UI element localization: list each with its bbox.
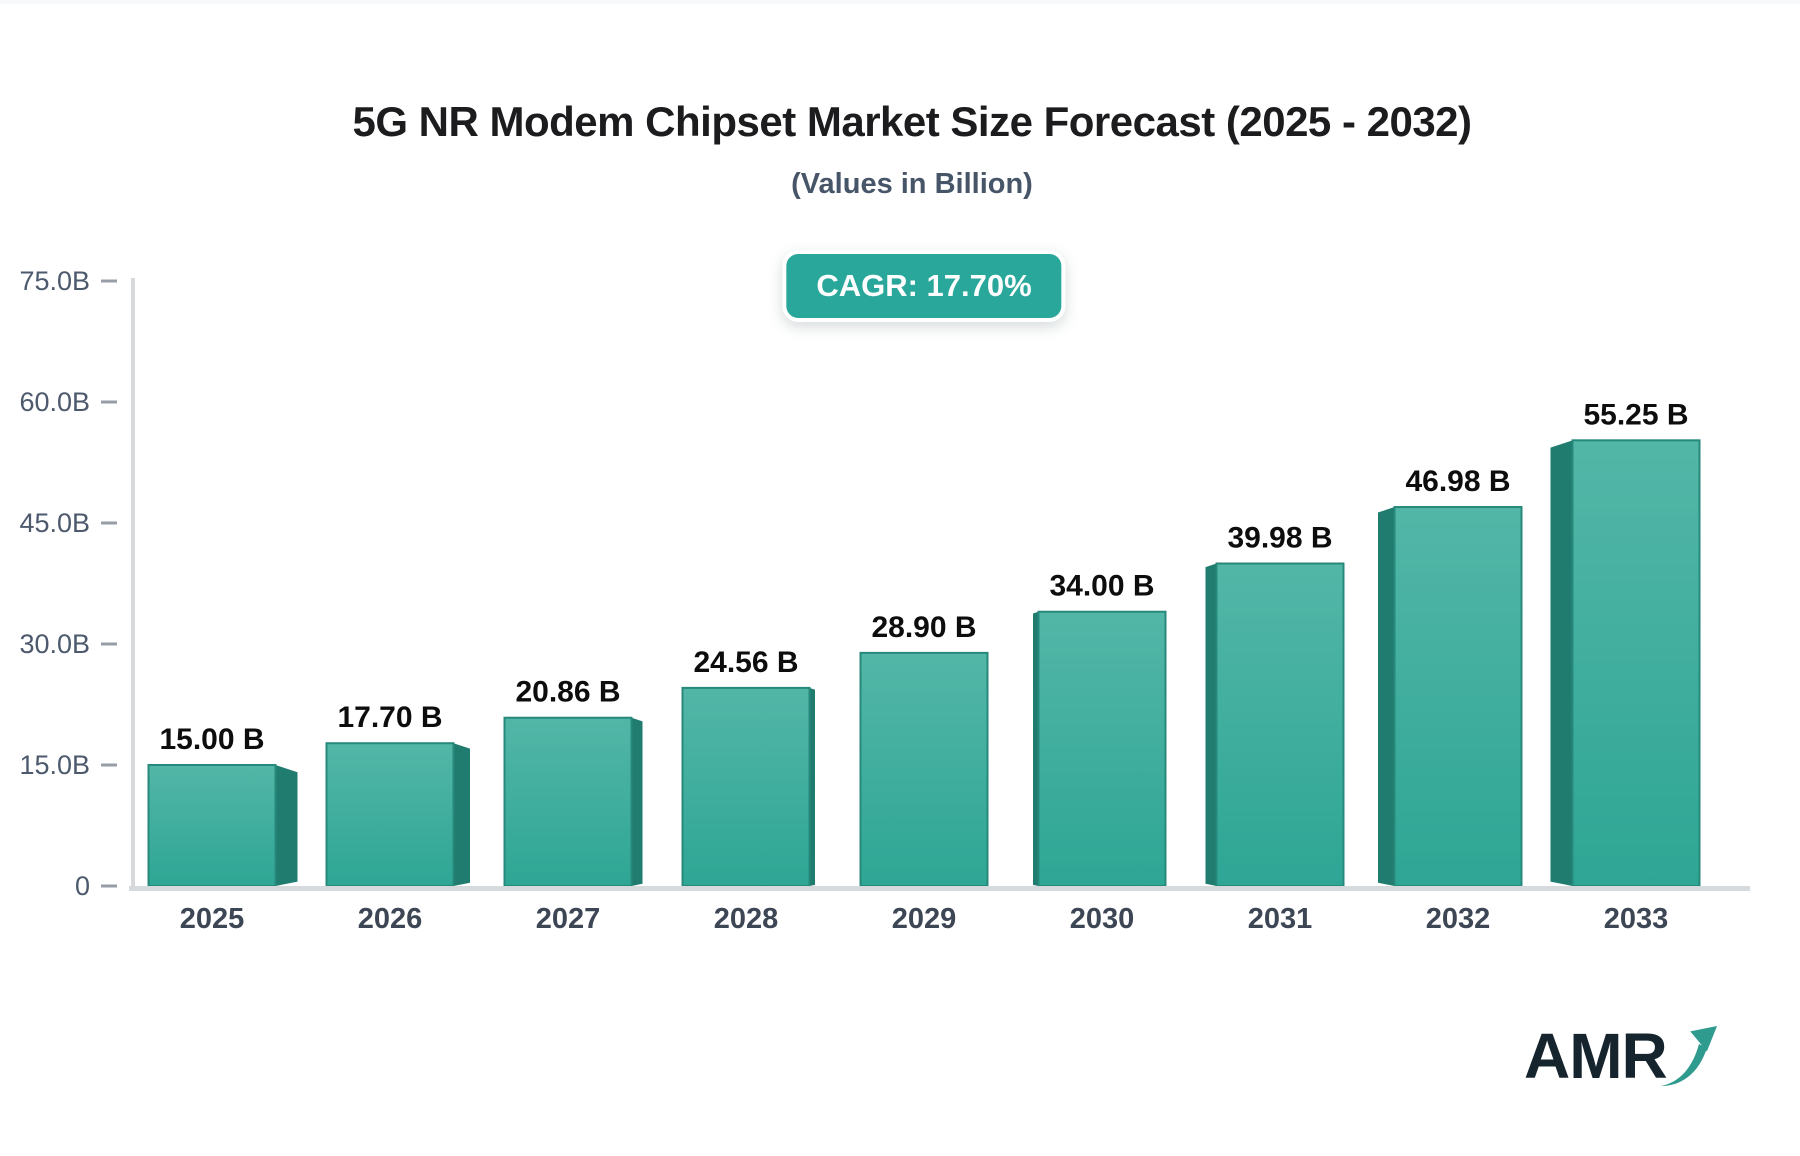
x-tick-label-2025: 2025 xyxy=(180,903,245,935)
amr-logo: AMR xyxy=(1524,1020,1721,1088)
value-label-2025: 15.00 B xyxy=(159,723,264,756)
y-tick-label: 75.0B xyxy=(19,266,90,296)
value-label-2032: 46.98 B xyxy=(1405,465,1510,498)
bar-2031 xyxy=(1215,562,1345,888)
value-label-2026: 17.70 B xyxy=(337,701,442,734)
x-tick-label-2033: 2033 xyxy=(1604,903,1669,935)
y-tick-label: 30.0B xyxy=(19,629,90,659)
x-tick-label-2032: 2032 xyxy=(1426,903,1491,935)
x-tick-label-2030: 2030 xyxy=(1070,903,1135,935)
y-tick-label: 0 xyxy=(75,871,90,901)
bar-2032 xyxy=(1393,506,1523,887)
value-label-2027: 20.86 B xyxy=(515,676,620,709)
value-label-2033: 55.25 B xyxy=(1583,398,1688,431)
bar-side-2026 xyxy=(453,743,470,886)
y-tick-label: 60.0B xyxy=(19,387,90,417)
page-subtitle: (Values in Billion) xyxy=(791,168,1033,200)
bar-2028 xyxy=(681,686,811,888)
bar-2027 xyxy=(503,716,633,887)
bar-2026 xyxy=(325,742,455,887)
bar-2030 xyxy=(1037,610,1167,887)
y-tick-label: 45.0B xyxy=(19,508,90,538)
bar-side-2027 xyxy=(631,717,643,886)
bar-side-2031 xyxy=(1205,563,1217,886)
x-tick-label-2029: 2029 xyxy=(892,903,957,935)
x-tick-label-2031: 2031 xyxy=(1248,903,1313,935)
x-tick-label-2028: 2028 xyxy=(714,903,779,935)
x-tick-label-2027: 2027 xyxy=(536,903,601,935)
value-label-2031: 39.98 B xyxy=(1227,521,1332,554)
bar-side-2028 xyxy=(809,687,815,886)
value-label-2030: 34.00 B xyxy=(1049,570,1154,603)
amr-logo-text: AMR xyxy=(1524,1020,1668,1092)
bar-side-2032 xyxy=(1378,507,1395,886)
page-title: 5G NR Modem Chipset Market Size Forecast… xyxy=(352,98,1472,145)
y-tick-label: 15.0B xyxy=(19,750,90,780)
cagr-badge: CAGR: 17.70% xyxy=(782,250,1066,322)
bar-side-2030 xyxy=(1033,611,1039,886)
value-label-2029: 28.90 B xyxy=(871,611,976,644)
growth-arrow-icon xyxy=(1660,1026,1717,1086)
bar-2025 xyxy=(147,764,277,887)
card-top-edge xyxy=(0,0,1800,4)
bar-side-2033 xyxy=(1550,440,1573,886)
bar-side-2025 xyxy=(275,765,298,886)
bar-2033 xyxy=(1571,439,1701,887)
value-label-2028: 24.56 B xyxy=(693,646,798,679)
x-tick-label-2026: 2026 xyxy=(358,903,423,935)
bar-2029 xyxy=(859,651,989,888)
